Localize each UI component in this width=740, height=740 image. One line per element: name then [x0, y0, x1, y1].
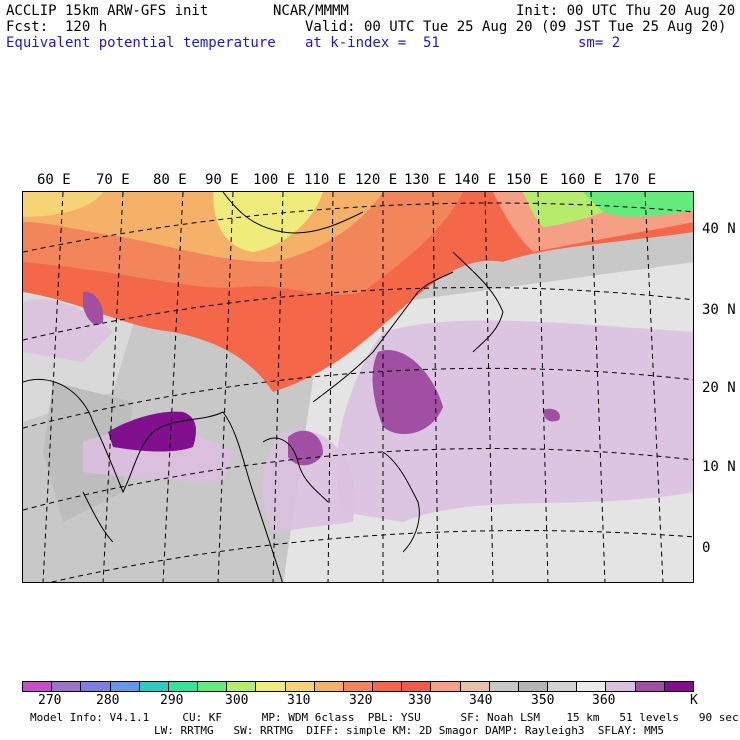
map-canvas: [23, 192, 693, 582]
colorbar-swatch: [343, 682, 374, 691]
lon-label: 120 E: [355, 172, 398, 188]
lat-label: 10 N: [702, 459, 736, 475]
colorbar-label: 340: [469, 693, 493, 708]
lon-label: 70 E: [96, 172, 130, 188]
colorbar: [22, 681, 694, 692]
model-title: ACCLIP 15km ARW-GFS init: [6, 3, 209, 19]
colorbar-swatch: [402, 682, 432, 691]
model-info-line2: LW: RRTMG SW: RRTMG DIFF: simple KM: 2D …: [154, 724, 664, 737]
lon-label: 60 E: [37, 172, 71, 188]
colorbar-swatch: [285, 682, 315, 691]
colorbar-swatch: [198, 682, 228, 691]
forecast-hour: Fcst: 120 h: [6, 19, 108, 35]
colorbar-label: 300: [225, 693, 249, 708]
lat-label: 0: [702, 540, 711, 556]
colorbar-label: 320: [349, 693, 373, 708]
colorbar-swatch: [664, 682, 693, 691]
colorbar-label: 270: [38, 693, 62, 708]
lon-label: 130 E: [404, 172, 447, 188]
colorbar-label: 310: [287, 693, 311, 708]
colorbar-swatch: [373, 682, 403, 691]
colorbar-swatch: [635, 682, 665, 691]
lon-label: 90 E: [205, 172, 239, 188]
smoothing-info: sm= 2: [578, 35, 621, 51]
colorbar-label: 350: [531, 693, 555, 708]
valid-time: Valid: 00 UTC Tue 25 Aug 20 (09 JST Tue …: [305, 19, 727, 35]
init-time: Init: 00 UTC Thu 20 Aug 20: [516, 3, 736, 19]
colorbar-swatch: [227, 682, 257, 691]
colorbar-swatch: [81, 682, 111, 691]
center-name: NCAR/MMMM: [273, 3, 349, 19]
lon-label: 170 E: [614, 172, 657, 188]
level-info: at k-index = 51: [305, 35, 440, 51]
colorbar-unit: K: [690, 693, 698, 708]
lat-label: 20 N: [702, 380, 736, 396]
model-info-line1: Model Info: V4.1.1 CU: KF MP: WDM 6class…: [30, 711, 739, 724]
colorbar-swatch: [139, 682, 169, 691]
lon-label: 100 E: [253, 172, 296, 188]
colorbar-swatch: [256, 682, 286, 691]
lon-label: 160 E: [560, 172, 603, 188]
colorbar-swatch: [314, 682, 344, 691]
colorbar-swatch: [518, 682, 549, 691]
lon-label: 80 E: [153, 172, 187, 188]
lon-label: 140 E: [454, 172, 497, 188]
colorbar-label: 290: [160, 693, 184, 708]
lat-label: 30 N: [702, 302, 736, 318]
colorbar-swatch: [606, 682, 636, 691]
colorbar-swatch: [110, 682, 140, 691]
colorbar-swatch: [489, 682, 519, 691]
theta-e-map: [22, 191, 694, 583]
lon-label: 150 E: [506, 172, 549, 188]
lon-label: 110 E: [304, 172, 347, 188]
colorbar-swatch: [431, 682, 461, 691]
colorbar-swatch: [460, 682, 490, 691]
colorbar-label: 360: [592, 693, 616, 708]
colorbar-label: 330: [408, 693, 432, 708]
colorbar-swatch: [577, 682, 607, 691]
colorbar-swatch: [168, 682, 199, 691]
colorbar-swatch: [23, 682, 53, 691]
colorbar-swatch: [52, 682, 82, 691]
colorbar-swatch: [548, 682, 578, 691]
lat-label: 40 N: [702, 221, 736, 237]
field-name: Equivalent potential temperature: [6, 35, 276, 51]
colorbar-label: 280: [96, 693, 120, 708]
